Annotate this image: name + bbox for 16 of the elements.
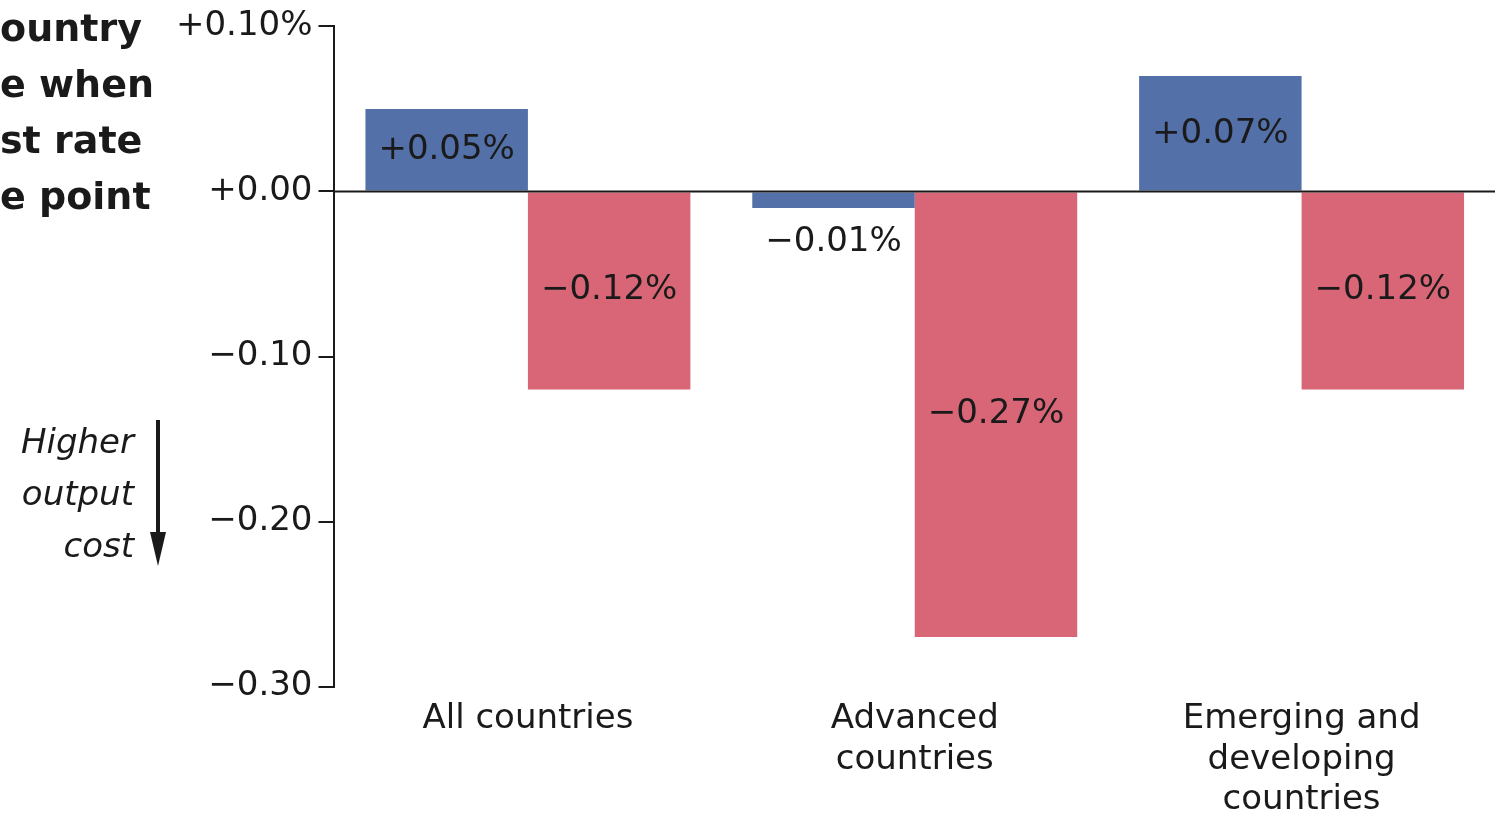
y-tick-label: +0.10%: [176, 3, 313, 44]
y-tick-label: −0.30: [208, 663, 313, 704]
y-tick-label: +0.00: [208, 168, 313, 209]
data-label: −0.27%: [927, 391, 1065, 432]
data-label: +0.05%: [378, 127, 515, 168]
x-tick-label: Emerging and developing countries: [1182, 695, 1421, 818]
y-tick-label: −0.10: [208, 333, 313, 374]
x-tick-label: All countries: [422, 695, 634, 736]
data-label: −0.12%: [540, 267, 678, 308]
text: Higher output cost: [19, 420, 134, 567]
data-label: +0.07%: [1152, 110, 1289, 151]
data-label: −0.12%: [1314, 267, 1452, 308]
y-tick-label: −0.20: [208, 498, 313, 539]
data-label: −0.01%: [765, 218, 902, 259]
x-tick-label: Advanced countries: [830, 695, 999, 777]
y-axis-title: ountry e when st rate e point: [0, 5, 154, 220]
